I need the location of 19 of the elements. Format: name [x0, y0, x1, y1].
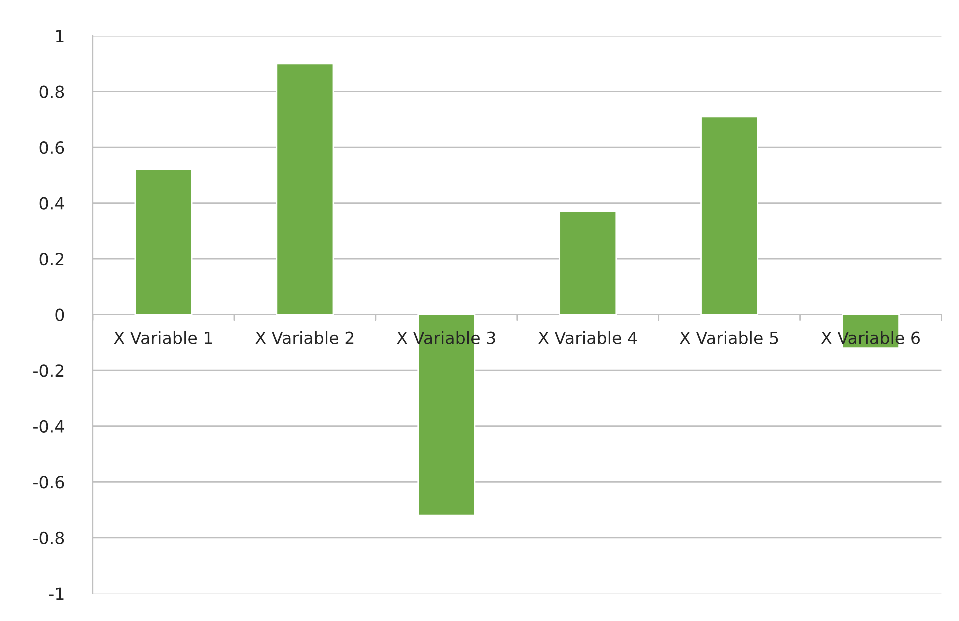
- y-tick-label: 1: [56, 30, 64, 42]
- bar: [134, 169, 193, 316]
- y-tick-label: -1: [49, 588, 64, 600]
- y-tick-label: 0.4: [40, 197, 64, 210]
- y-tick-label: 0.2: [40, 253, 64, 266]
- y-tick-label: -0.2: [34, 364, 64, 378]
- y-tick-label: 0.6: [40, 142, 64, 154]
- y-tick-label: -0.8: [34, 532, 64, 544]
- bar: [700, 116, 759, 316]
- y-tick-label: -0.6: [34, 476, 64, 489]
- bar: [276, 63, 334, 316]
- y-tick-label: 0.8: [40, 86, 64, 98]
- x-tick-label: X Variable 1: [114, 332, 212, 344]
- bar: [559, 210, 618, 316]
- x-tick-label: X Variable 2: [256, 332, 354, 344]
- x-tick-label: X Variable 4: [538, 332, 638, 344]
- x-tick-label: X Variable 5: [680, 332, 778, 344]
- y-tick-label: -0.4: [34, 420, 64, 433]
- y-tick-label: 0: [56, 308, 64, 322]
